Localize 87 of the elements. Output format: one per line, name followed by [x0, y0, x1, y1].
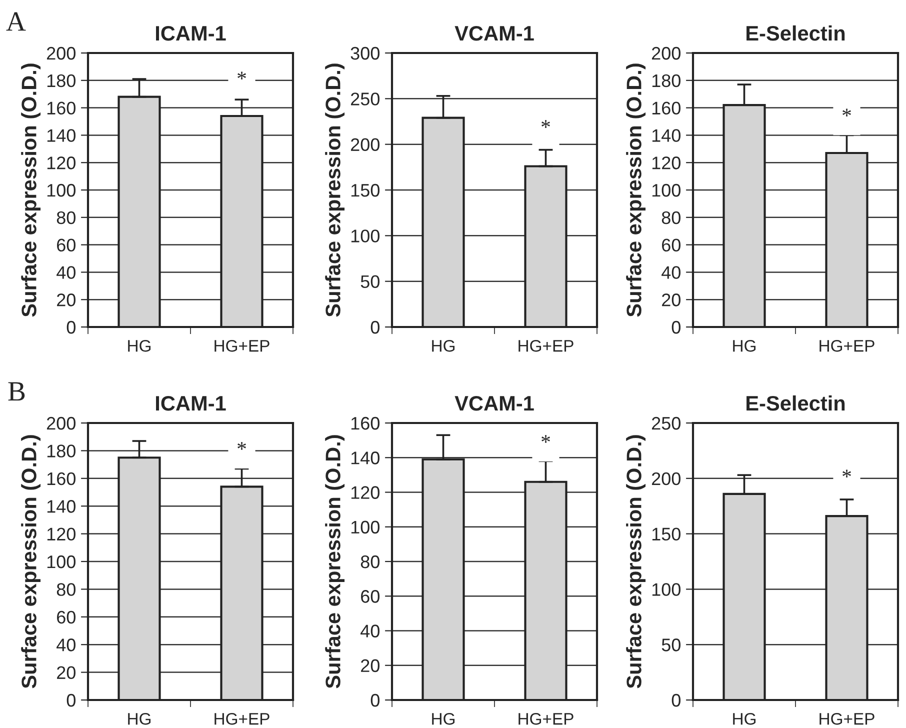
x-tick-label: HG	[128, 712, 151, 725]
y-tick-label: 40	[56, 638, 76, 652]
x-tick-label: HG+EP	[820, 340, 874, 352]
annotation: *	[842, 470, 851, 478]
text: B	[8, 382, 25, 401]
y-tick-label: 0	[370, 320, 380, 334]
y-tick-label: 0	[672, 694, 680, 707]
annotation: *	[542, 120, 550, 128]
y-tick-label: 100	[652, 583, 680, 596]
y-tick-label: 20	[361, 659, 380, 672]
x-tick-label: HG+EP	[518, 340, 574, 352]
y-tick-label: 180	[47, 74, 76, 88]
x-tick-label: HG+EP	[214, 712, 270, 725]
y-tick-label: 120	[47, 528, 76, 541]
y-tick-label: 250	[652, 416, 680, 430]
y-tick-label: 0	[370, 694, 380, 707]
y-tick-label: 120	[351, 486, 380, 499]
y-axis-title: Surface expression (O.D.)	[325, 64, 345, 317]
y-tick-label: 50	[360, 275, 380, 288]
y-tick-label: 150	[652, 528, 680, 541]
annotation: *	[542, 435, 550, 443]
x-tick-label: HG	[733, 712, 756, 725]
y-tick-label: 50	[662, 638, 680, 652]
annotation: *	[238, 442, 246, 450]
y-tick-label: 20	[57, 294, 76, 306]
y-tick-label: 160	[47, 472, 76, 486]
y-tick-label: 200	[46, 416, 76, 430]
y-tick-label: 100	[652, 184, 680, 197]
x-tick-label: HG	[128, 340, 151, 352]
text: A	[6, 12, 26, 31]
y-tick-label: 100	[351, 520, 380, 534]
y-tick-label: 80	[56, 211, 76, 224]
x-tick-label: HG	[432, 340, 455, 352]
x-tick-label: HG	[733, 340, 756, 352]
x-tick-label: HG+EP	[214, 340, 270, 352]
y-tick-label: 120	[652, 156, 680, 170]
y-tick-label: 140	[652, 129, 680, 142]
y-axis-title: Surface expression (O.D.)	[626, 64, 646, 317]
y-tick-label: 60	[57, 610, 76, 624]
y-tick-label: 40	[662, 266, 680, 279]
chart-title: ICAM-1	[156, 26, 226, 41]
chart-title: VCAM-1	[454, 396, 534, 411]
y-tick-label: 160	[351, 416, 380, 430]
y-tick-label: 0	[66, 694, 76, 707]
y-tick-label: 200	[652, 472, 680, 486]
y-tick-label: 160	[652, 102, 680, 115]
y-tick-label: 200	[350, 138, 380, 152]
y-tick-label: 200	[652, 46, 680, 60]
y-tick-label: 0	[672, 320, 680, 334]
y-tick-label: 0	[66, 320, 76, 334]
x-tick-label: HG+EP	[518, 712, 574, 725]
y-tick-label: 60	[361, 590, 380, 603]
y-tick-label: 20	[57, 666, 76, 680]
y-tick-label: 140	[47, 500, 76, 513]
y-tick-label: 100	[47, 555, 76, 568]
y-tick-label: 250	[350, 92, 380, 106]
y-tick-label: 60	[57, 238, 76, 252]
y-tick-label: 80	[662, 211, 680, 224]
y-axis-title: Surface expression (O.D.)	[21, 64, 41, 317]
y-tick-label: 80	[360, 555, 380, 568]
y-tick-label: 140	[47, 129, 76, 142]
y-tick-label: 120	[47, 156, 76, 170]
y-tick-label: 150	[351, 184, 380, 197]
y-axis-title: Surface expression (O.D.)	[21, 435, 41, 688]
y-tick-label: 200	[46, 46, 76, 60]
annotation: *	[842, 108, 851, 116]
y-axis-title: Surface expression (O.D.)	[626, 435, 646, 688]
y-tick-label: 60	[662, 238, 680, 252]
chart-title: VCAM-1	[454, 26, 534, 41]
y-axis-title: Surface expression (O.D.)	[325, 435, 345, 688]
chart-title: E-Selectin	[746, 25, 845, 41]
y-tick-label: 160	[47, 102, 76, 115]
y-tick-label: 100	[351, 230, 380, 242]
y-tick-label: 300	[350, 46, 380, 60]
y-tick-label: 80	[56, 583, 76, 596]
y-tick-label: 180	[47, 444, 76, 458]
chart-title: ICAM-1	[156, 396, 226, 411]
x-tick-label: HG+EP	[820, 712, 874, 725]
y-tick-label: 40	[360, 624, 380, 638]
x-tick-label: HG	[432, 712, 455, 725]
y-tick-label: 20	[662, 294, 680, 306]
y-tick-label: 140	[351, 452, 380, 464]
y-tick-label: 40	[56, 266, 76, 279]
chart-title: E-Selectin	[746, 395, 845, 411]
annotation: *	[238, 72, 246, 80]
y-tick-label: 180	[652, 74, 680, 88]
y-tick-label: 100	[47, 184, 76, 197]
